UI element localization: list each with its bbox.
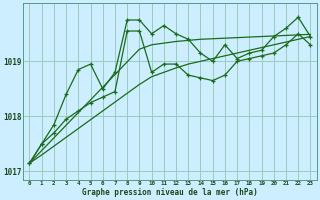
- X-axis label: Graphe pression niveau de la mer (hPa): Graphe pression niveau de la mer (hPa): [82, 188, 258, 197]
